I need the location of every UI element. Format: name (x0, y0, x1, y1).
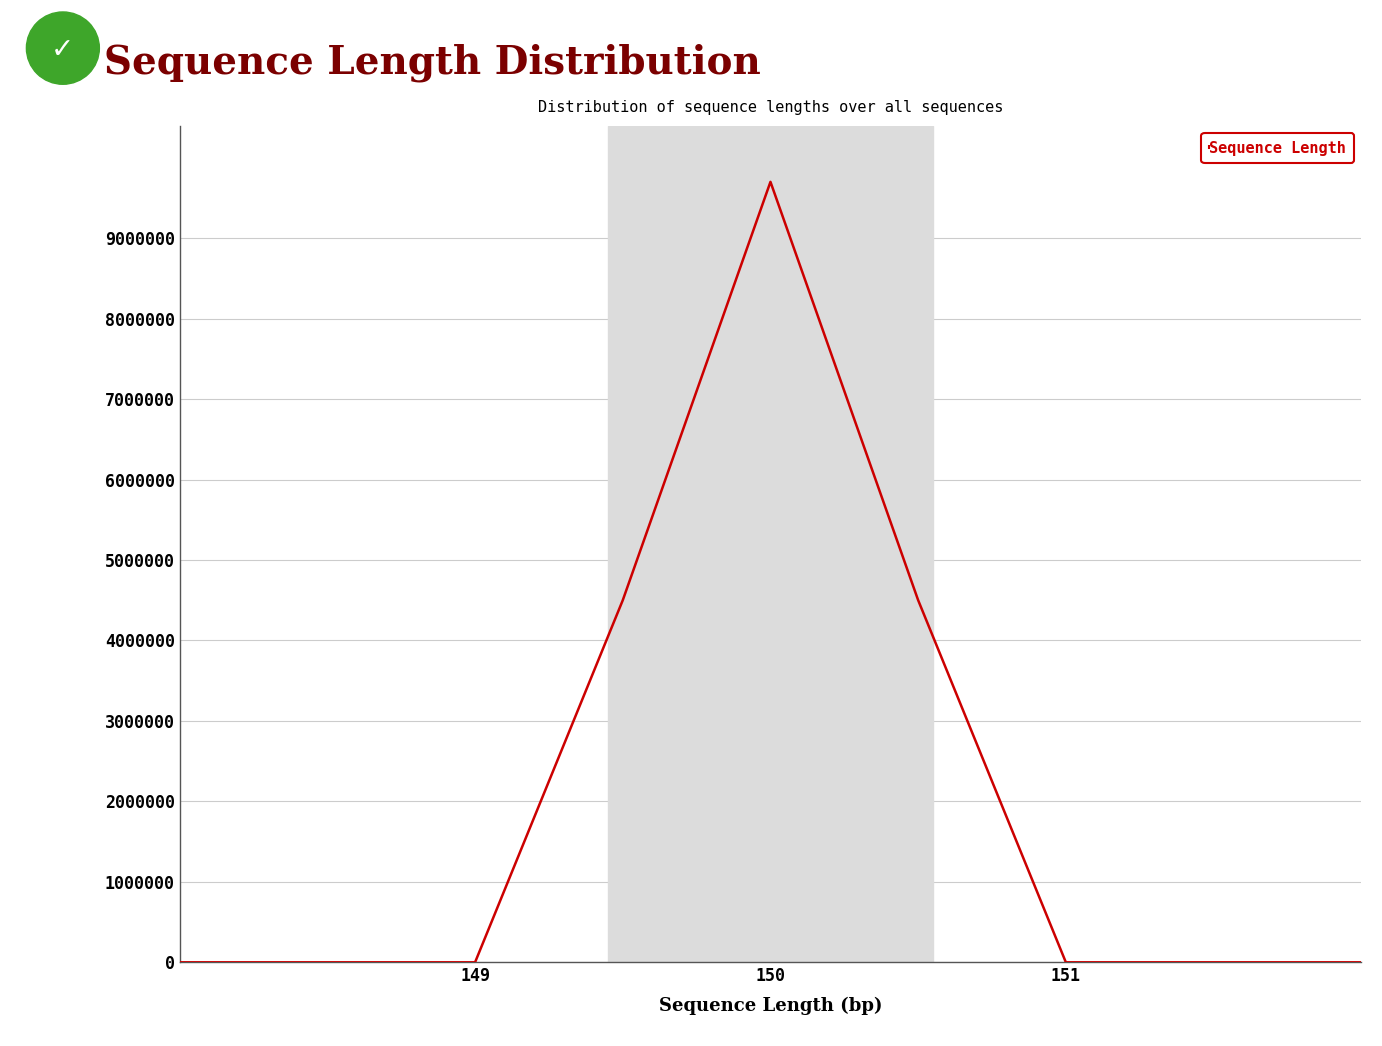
Legend: Sequence Length: Sequence Length (1201, 133, 1353, 163)
X-axis label: Sequence Length (bp): Sequence Length (bp) (659, 996, 882, 1015)
Title: Distribution of sequence lengths over all sequences: Distribution of sequence lengths over al… (538, 99, 1003, 115)
Bar (608, 126, 933, 962)
Text: Sequence Length Distribution: Sequence Length Distribution (104, 44, 760, 83)
Text: ✓: ✓ (51, 36, 75, 64)
Circle shape (26, 12, 100, 85)
